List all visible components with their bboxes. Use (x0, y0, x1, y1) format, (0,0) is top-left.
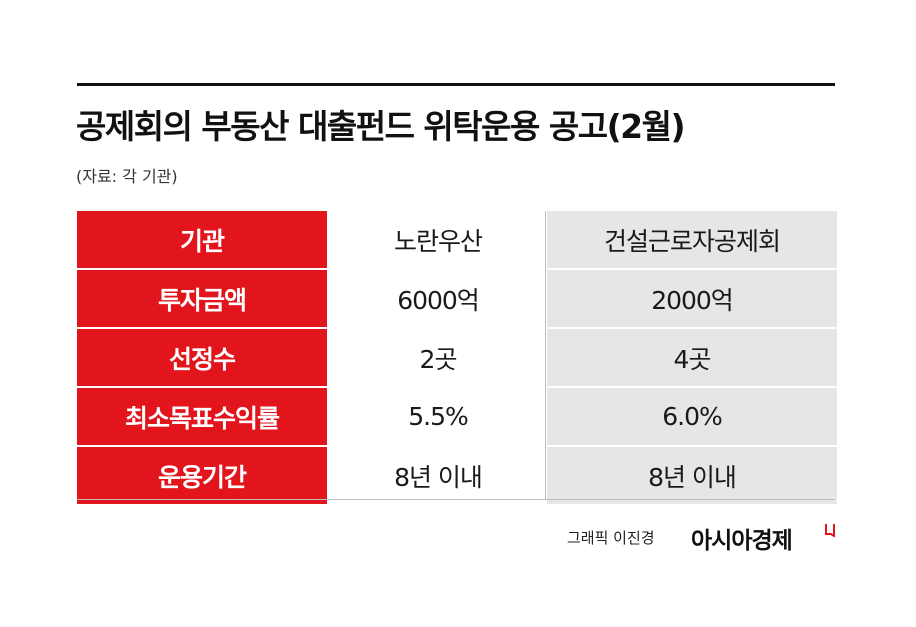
table-row: 투자금액 6000억 2000억 (77, 269, 837, 329)
table-header-row: 기관 노란우산 건설근로자공제회 (77, 211, 837, 270)
brand-logo: 아시아경제 (691, 528, 793, 554)
source-note: (자료: 각 기관) (76, 167, 178, 186)
table-bottom-border (77, 499, 835, 500)
comparison-table: 기관 노란우산 건설근로자공제회 투자금액 6000억 2000억 선정수 2곳… (77, 211, 837, 504)
table-cell: 2곳 (328, 328, 547, 388)
page-title: 공제회의 부동산 대출펀드 위탁운용 공고(2월) (76, 107, 686, 146)
graphic-credit: 그래픽 이진경 (567, 529, 655, 547)
table-cell: 8년 이내 (328, 446, 547, 504)
table-cell: 5.5% (328, 387, 547, 447)
row-label: 투자금액 (77, 269, 329, 329)
column-divider (545, 211, 546, 499)
table-cell: 2000억 (547, 269, 837, 329)
table-cell: 4곳 (547, 328, 837, 388)
table-cell: 6000억 (328, 269, 547, 329)
table-row: 선정수 2곳 4곳 (77, 328, 837, 388)
table-cell: 6.0% (547, 387, 837, 447)
column-header-b: 건설근로자공제회 (547, 211, 837, 270)
table-cell: 8년 이내 (547, 446, 837, 504)
row-label: 운용기간 (77, 446, 329, 504)
top-rule (77, 83, 835, 86)
column-header-a: 노란우산 (328, 211, 547, 270)
row-label: 최소목표수익률 (77, 387, 329, 447)
table-row: 최소목표수익률 5.5% 6.0% (77, 387, 837, 447)
row-label: 선정수 (77, 328, 329, 388)
brand-mark-icon (825, 524, 835, 537)
table-row: 운용기간 8년 이내 8년 이내 (77, 446, 837, 504)
row-label: 기관 (77, 211, 329, 270)
